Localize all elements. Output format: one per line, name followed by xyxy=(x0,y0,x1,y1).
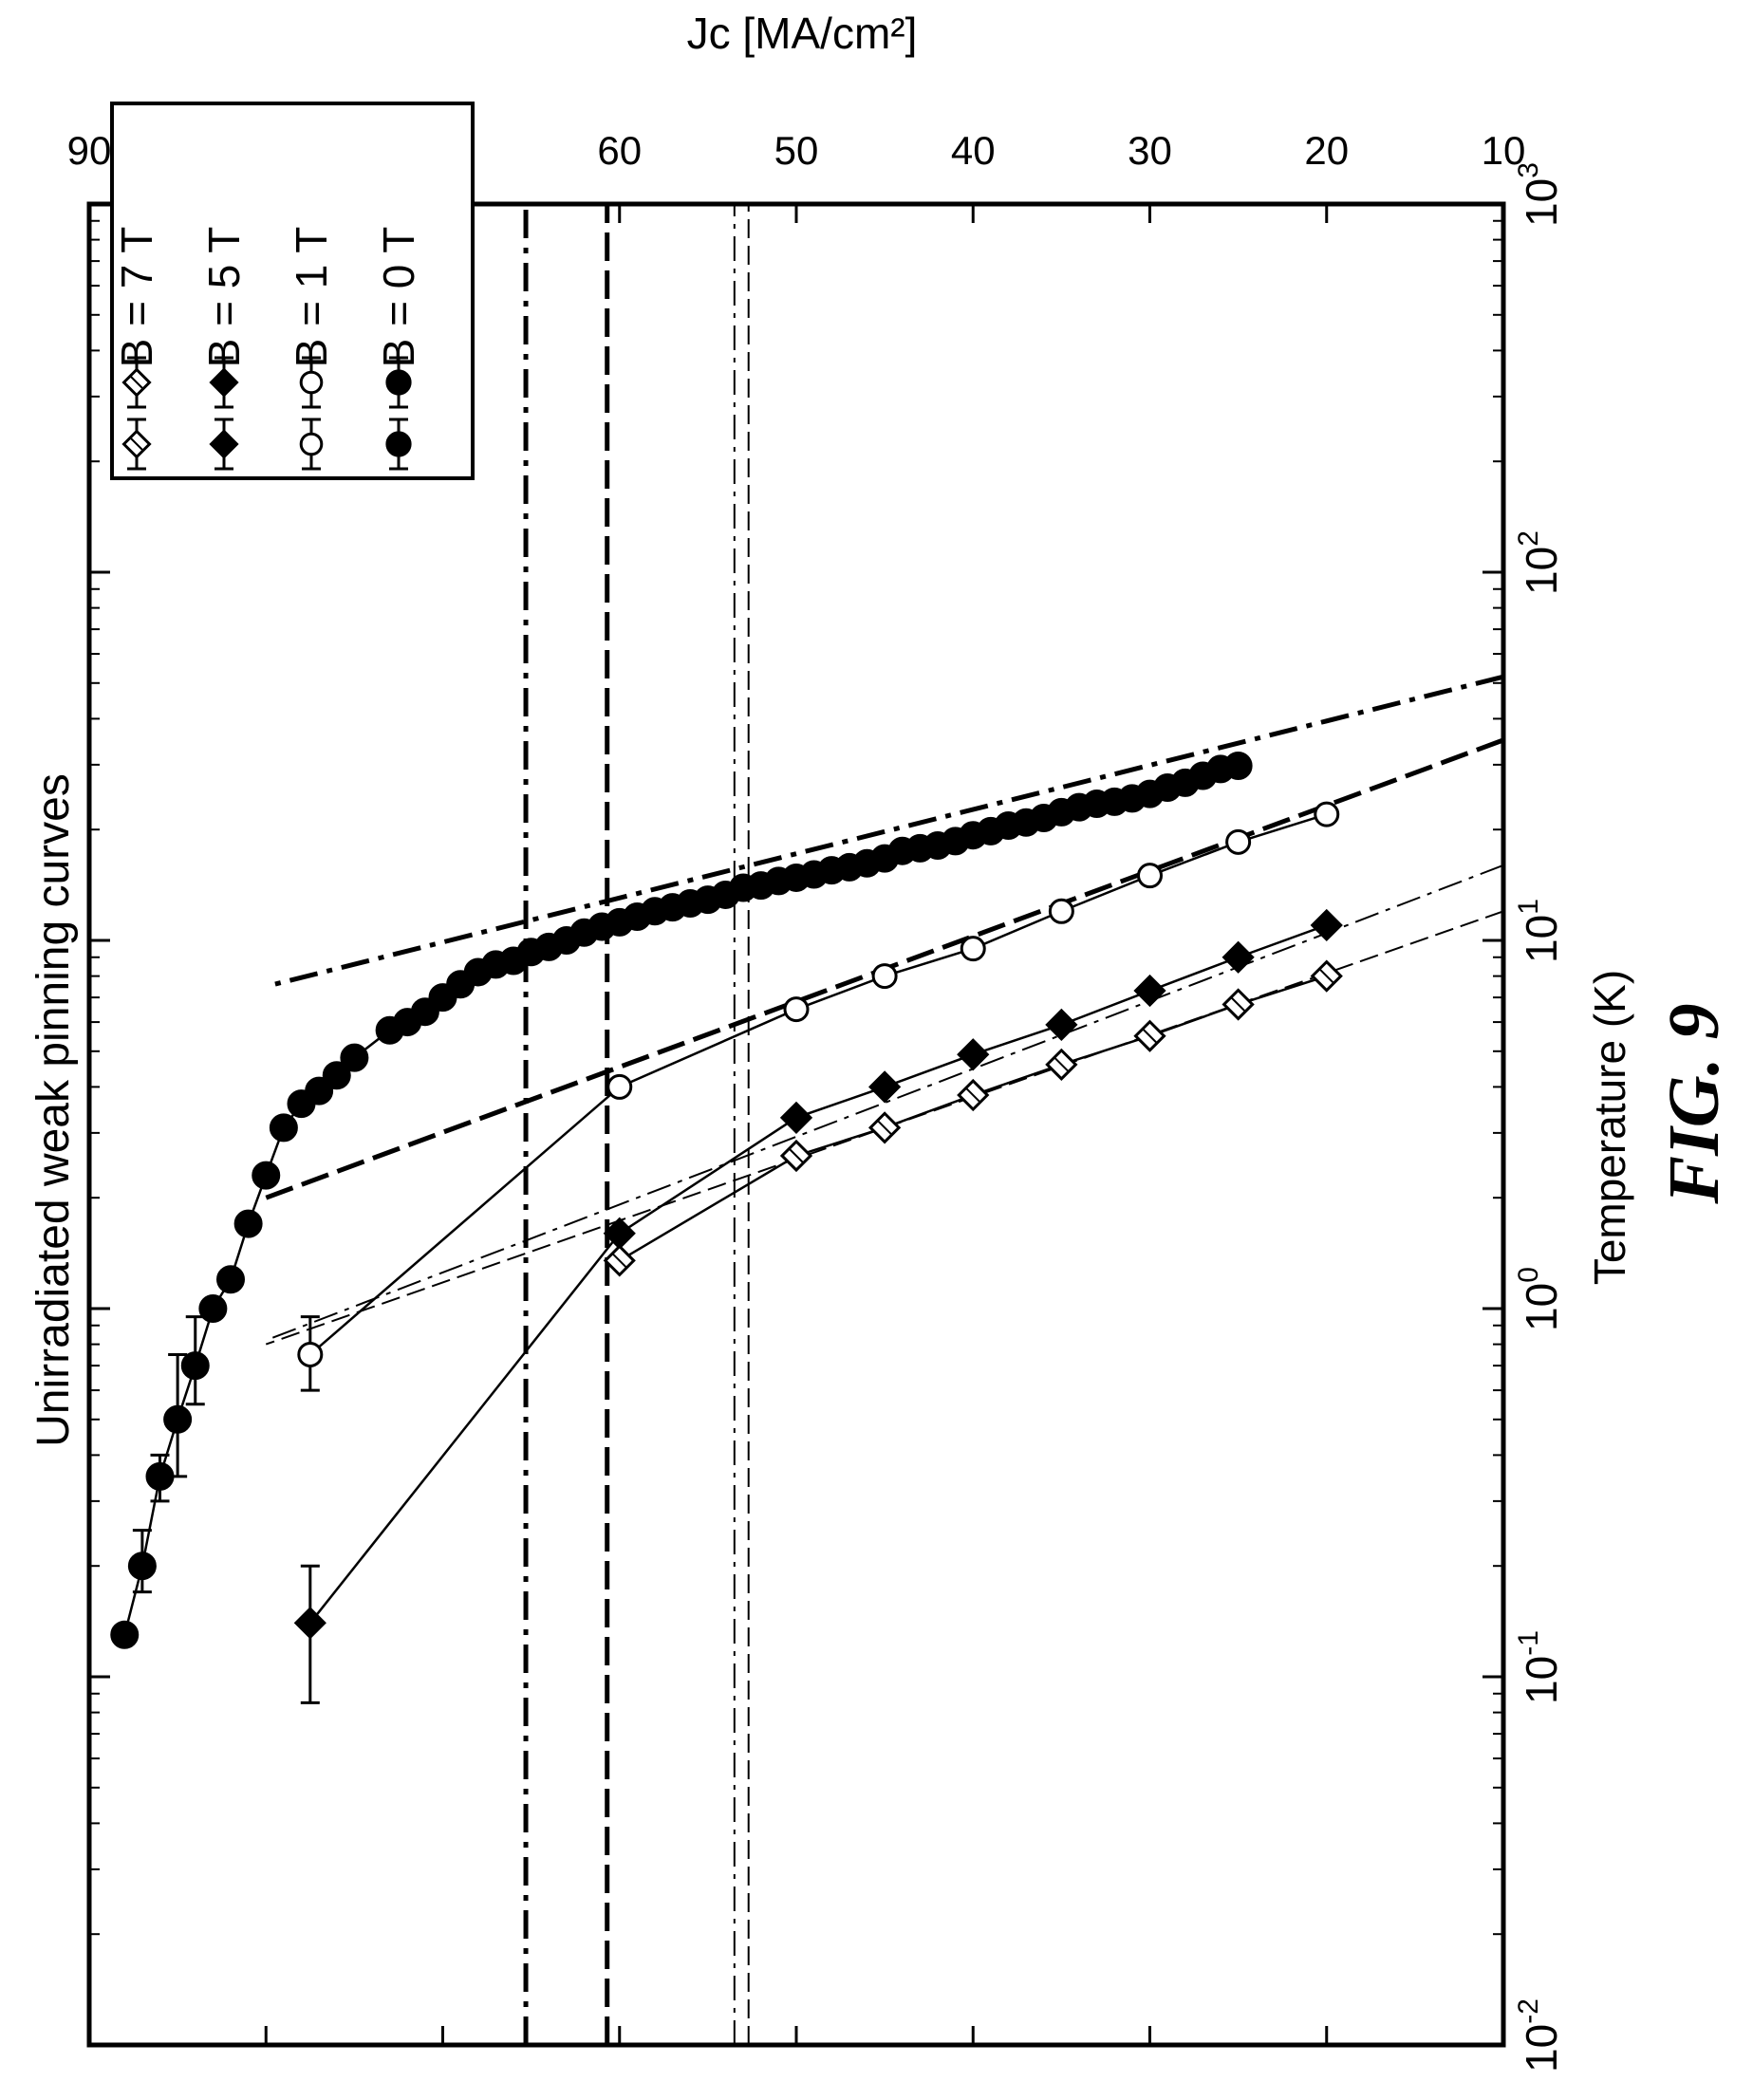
fit-line-3 xyxy=(265,864,1504,1342)
series-1-point-50 xyxy=(340,1043,369,1072)
y-tick-label--1: 10-1 xyxy=(1513,1630,1566,1704)
series-1-point-55 xyxy=(252,1161,281,1190)
series-1-point-58 xyxy=(198,1294,228,1323)
legend-entry-4: B = 7 T xyxy=(112,227,161,471)
series-4-point-1-hatch xyxy=(1318,968,1334,984)
legend-entry-3: B = 5 T xyxy=(199,227,249,471)
series-3-point-2 xyxy=(1222,940,1255,974)
series-4-point-8-hatch xyxy=(611,1253,627,1269)
series-1-point-57 xyxy=(216,1265,245,1294)
y-tick-label-1: 101 xyxy=(1513,899,1566,963)
y-tick-labels: 103 102 101 100 10-1 10-2 xyxy=(1513,162,1566,2072)
x-tick-label-30: 30 xyxy=(1128,128,1172,173)
series-2-point-8 xyxy=(606,1073,633,1100)
figure-label: FIG. 9 xyxy=(1654,1003,1734,1204)
series-2-point-1 xyxy=(1314,801,1340,827)
series-3-point-3 xyxy=(1133,974,1166,1008)
series-2-point-4 xyxy=(1048,898,1074,924)
fit-line-1 xyxy=(265,674,1504,989)
series-1 xyxy=(110,752,1253,1649)
legend-label-1: B = 0 T xyxy=(374,227,423,368)
fit-lines xyxy=(265,674,1504,1346)
x-tick-label-20: 20 xyxy=(1304,128,1349,173)
series-2-line xyxy=(308,812,1328,1356)
x-tick-label-40: 40 xyxy=(951,128,996,173)
legend-marker-4-1-hatch xyxy=(129,375,144,390)
series-3-point-8 xyxy=(603,1217,636,1250)
y-tick-label--2: 10-2 xyxy=(1513,1998,1566,2072)
series-4-point-7-hatch xyxy=(788,1147,805,1164)
legend-entry-1: B = 0 T xyxy=(374,227,423,471)
legend-label-2: B = 1 T xyxy=(287,227,336,368)
y-tick-label-0: 100 xyxy=(1513,1267,1566,1331)
series-3 xyxy=(293,908,1343,1704)
series-3-point-5 xyxy=(957,1038,990,1071)
series-3-line xyxy=(308,923,1328,1625)
series-4-line xyxy=(619,975,1328,1262)
legend-marker-4-0-hatch xyxy=(129,437,144,452)
legend-marker-2-0 xyxy=(299,432,324,456)
series-2-point-5 xyxy=(960,936,986,962)
series-2-point-3 xyxy=(1137,863,1163,889)
y-tick-label-2: 102 xyxy=(1513,530,1566,595)
series-1-point-60 xyxy=(163,1404,193,1434)
series-2-point-2 xyxy=(1225,828,1252,855)
series-3-point-1 xyxy=(1310,908,1343,942)
axis-ticks xyxy=(87,202,1505,2047)
x-tick-label-10: 10 xyxy=(1482,128,1526,173)
series-1-point-63 xyxy=(110,1620,140,1649)
legend-marker-3-1 xyxy=(209,367,239,398)
series-4 xyxy=(603,959,1343,1277)
legend-marker-1-0 xyxy=(385,431,412,457)
y-tick-label-3: 103 xyxy=(1513,162,1566,227)
series-1-point-49 xyxy=(375,1015,404,1045)
series-3-point-7 xyxy=(779,1101,813,1134)
series-1-point-59 xyxy=(180,1351,210,1381)
series-1-point-54 xyxy=(269,1113,298,1143)
legend-label-4: B = 7 T xyxy=(112,227,161,368)
x-axis-label: Temperature (K) xyxy=(1585,970,1634,1285)
x-tick-label-90: 90 xyxy=(67,128,112,173)
series-2-point-6 xyxy=(871,963,898,990)
legend-marker-1-1 xyxy=(385,369,412,396)
series-4-point-2-hatch xyxy=(1230,996,1246,1013)
series-4-point-6-hatch xyxy=(876,1120,893,1136)
legend: B = 0 T B = 1 T B = 5 T B = 7 T xyxy=(110,102,475,480)
series-2-point-9 xyxy=(297,1341,324,1367)
series-1-point-56 xyxy=(233,1209,263,1238)
series-3-point-6 xyxy=(868,1070,902,1104)
data-series xyxy=(110,752,1343,1704)
legend-marker-3-0 xyxy=(209,429,239,459)
series-3-point-9 xyxy=(293,1607,326,1640)
legend-entry-2: B = 1 T xyxy=(287,227,336,471)
x-tick-label-50: 50 xyxy=(774,128,819,173)
series-4-point-5-hatch xyxy=(965,1087,981,1104)
legend-marker-2-1 xyxy=(299,370,324,395)
series-2-point-7 xyxy=(783,996,810,1023)
series-4-point-3-hatch xyxy=(1142,1028,1158,1044)
chart-title: Unirradiated weak pinning curves xyxy=(28,773,79,1447)
series-1-point-53 xyxy=(287,1089,316,1119)
legend-box xyxy=(110,102,475,480)
series-3-point-4 xyxy=(1045,1008,1078,1042)
series-4-point-4-hatch xyxy=(1054,1056,1070,1073)
legend-label-3: B = 5 T xyxy=(199,227,249,368)
vertical-reference-lines xyxy=(523,204,750,2045)
x-tick-label-60: 60 xyxy=(597,128,642,173)
series-2 xyxy=(297,801,1340,1392)
y-axis-label: Jc [MA/cm²] xyxy=(687,9,918,58)
series-1-point-62 xyxy=(127,1552,157,1581)
series-1-point-61 xyxy=(145,1461,175,1491)
